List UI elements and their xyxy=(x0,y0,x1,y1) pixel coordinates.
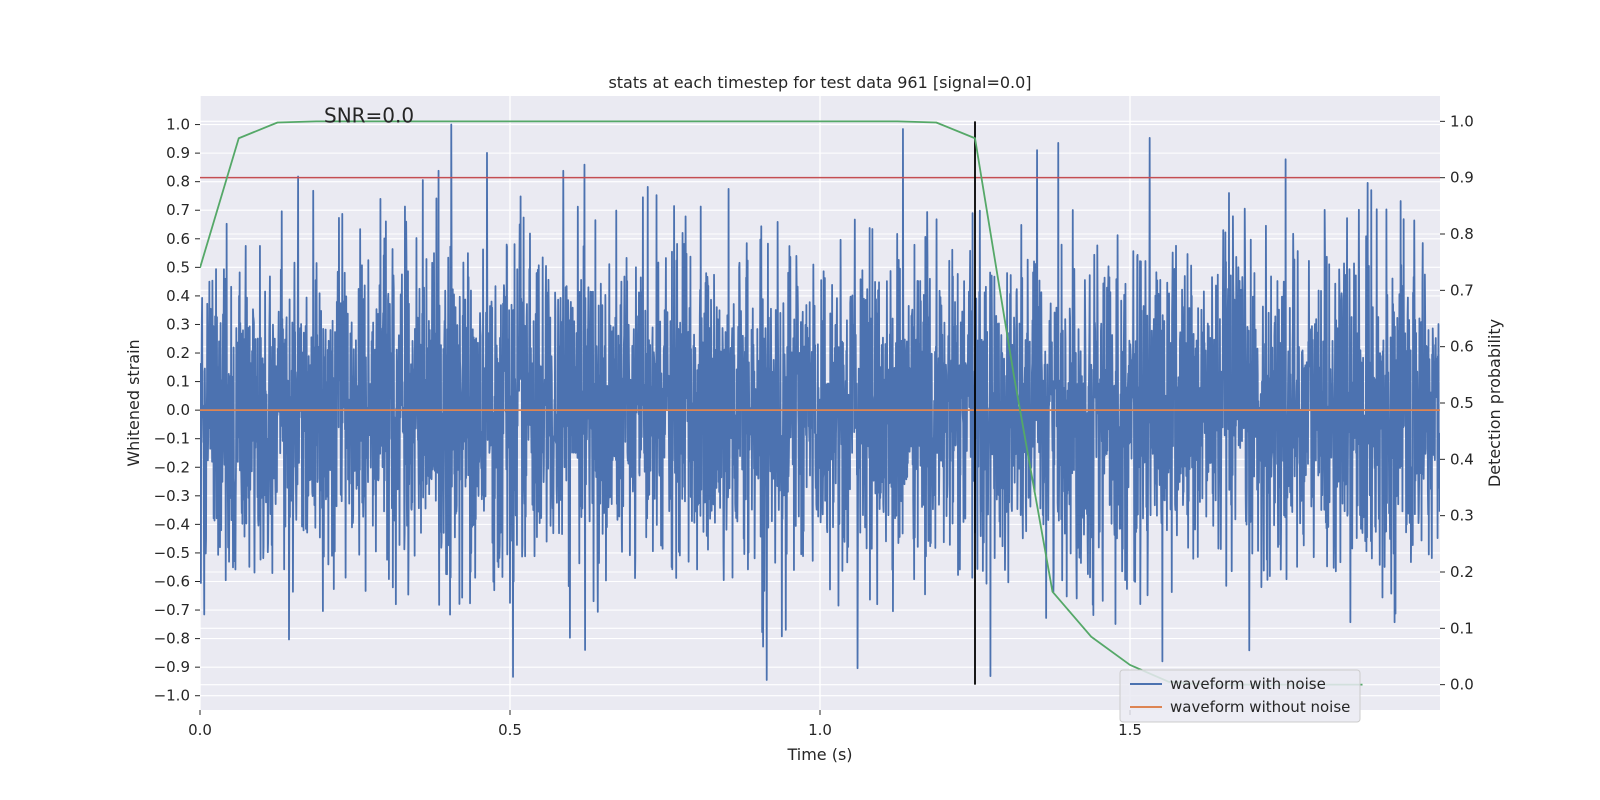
y-axis-label: Whitened strain xyxy=(124,339,143,466)
y2-tick-label-4: 0.4 xyxy=(1450,450,1474,468)
y2-tick-label-2: 0.2 xyxy=(1450,563,1474,581)
y-tick-label-17: 0.7 xyxy=(166,201,190,219)
y-tick-label-14: 0.4 xyxy=(166,287,190,305)
right-axis-ticks: 0.0 0.1 0.2 0.3 0.4 0.5 0.6 0.7 0.8 0.9 1.0 xyxy=(1440,112,1474,694)
y2-tick-label-5: 0.5 xyxy=(1450,394,1474,412)
y-tick-label-15: 0.5 xyxy=(166,258,190,276)
y-tick-label-6: −0.4 xyxy=(154,515,190,533)
y2-tick-label-1: 0.1 xyxy=(1450,619,1474,637)
x-axis-ticks: 0.0 0.5 1.0 1.5 xyxy=(188,710,1142,739)
y-tick-label-19: 0.9 xyxy=(166,144,190,162)
legend-label-clean: waveform without noise xyxy=(1170,698,1350,716)
y2-tick-label-3: 0.3 xyxy=(1450,507,1474,525)
legend-box xyxy=(1119,669,1361,723)
y-tick-label-9: −0.1 xyxy=(154,430,190,448)
y-tick-label-8: −0.2 xyxy=(154,458,190,476)
y-tick-label-12: 0.2 xyxy=(166,344,190,362)
y2-tick-label-6: 0.6 xyxy=(1450,338,1474,356)
x-tick-label-1: 0.5 xyxy=(498,721,522,739)
noise-series xyxy=(200,123,1440,681)
y-tick-label-20: 1.0 xyxy=(166,116,190,134)
chart-title: stats at each timestep for test data 961… xyxy=(608,73,1031,92)
y-tick-label-13: 0.3 xyxy=(166,315,190,333)
y-tick-label-16: 0.6 xyxy=(166,230,190,248)
x-tick-label-0: 0.0 xyxy=(188,721,212,739)
y2-tick-label-8: 0.8 xyxy=(1450,225,1474,243)
y-tick-label-10: 0.0 xyxy=(166,401,190,419)
y-tick-label-3: −0.7 xyxy=(154,601,190,619)
legend: waveform with noise waveform without noi… xyxy=(1119,669,1361,723)
x-axis-label: Time (s) xyxy=(786,745,852,764)
y2-tick-label-0: 0.0 xyxy=(1450,676,1474,694)
x-tick-label-3: 1.5 xyxy=(1118,721,1142,739)
y2-tick-label-10: 1.0 xyxy=(1450,112,1474,130)
y2-tick-label-9: 0.9 xyxy=(1450,169,1474,187)
left-axis-ticks: −1.0 −0.9 −0.8 −0.7 −0.6 −0.5 −0.4 −0.3 −0.2 −0.1… xyxy=(154,116,200,705)
y-tick-label-2: −0.8 xyxy=(154,630,190,648)
y-tick-label-7: −0.3 xyxy=(154,487,190,505)
snr-annotation: SNR=0.0 xyxy=(324,104,414,128)
y-tick-label-4: −0.6 xyxy=(154,572,190,590)
y2-axis-label: Detection probability xyxy=(1485,319,1504,487)
noise-waveform-line xyxy=(200,123,1440,681)
y-tick-label-1: −0.9 xyxy=(154,658,190,676)
y-tick-label-0: −1.0 xyxy=(154,687,190,705)
y2-tick-label-7: 0.7 xyxy=(1450,281,1474,299)
y-tick-label-5: −0.5 xyxy=(154,544,190,562)
legend-label-noise: waveform with noise xyxy=(1170,675,1326,693)
y-tick-label-18: 0.8 xyxy=(166,173,190,191)
y-tick-label-11: 0.1 xyxy=(166,373,190,391)
x-tick-label-2: 1.0 xyxy=(808,721,832,739)
